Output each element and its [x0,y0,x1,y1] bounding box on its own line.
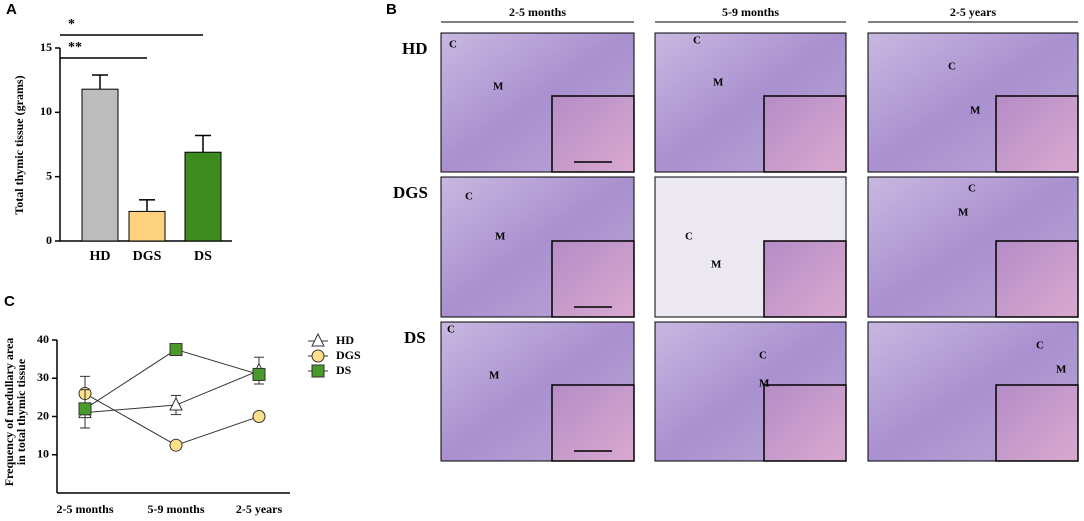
x-tick-label: DS [194,249,212,264]
significance-label: ** [68,40,82,55]
marker [78,402,92,416]
region-label: C [1036,340,1044,352]
inset [995,384,1079,462]
region-label: M [495,231,506,243]
marker [311,332,325,347]
region-label: C [685,231,693,243]
region-label: M [958,207,969,219]
region-label: C [968,183,976,195]
y-tick-label: 30 [37,370,49,384]
y-tick-label: 15 [40,40,52,54]
region-label: C [693,35,701,47]
y-tick-label: 10 [37,447,49,461]
panel-label: B [386,1,397,18]
marker [169,438,183,452]
bar [128,210,166,242]
inset [995,95,1079,173]
x-tick-label: 2-5 months [56,502,113,516]
region-label: M [713,77,724,89]
error-bar [92,74,108,90]
inset [551,95,635,173]
legend-label: HD [336,333,354,347]
y-tick-label: 0 [46,233,52,247]
column-header: 5-9 months [722,5,779,19]
bar [184,151,222,242]
series-line [84,393,260,446]
row-label: DGS [393,183,428,202]
y-axis-label: Frequency of medullary area [2,338,16,487]
marker [311,364,325,378]
column-header: 2-5 years [950,5,997,19]
y-tick-label: 5 [46,168,52,182]
inset [763,240,847,318]
region-label: M [759,378,770,390]
column-header: 2-5 months [509,5,566,19]
inset [763,384,847,462]
panel-label: C [4,293,15,310]
legend-label: DGS [336,348,361,362]
x-tick-label: 2-5 years [236,502,283,516]
region-label: C [447,324,455,336]
marker [169,396,183,411]
y-tick-label: 10 [40,104,52,118]
inset [995,240,1079,318]
error-bar [195,134,211,153]
region-label: M [711,259,722,271]
region-label: C [948,61,956,73]
y-tick-label: 20 [37,408,49,422]
region-label: C [449,39,457,51]
region-label: M [1056,364,1067,376]
region-label: C [759,350,767,362]
x-tick-label: HD [90,249,111,264]
row-label: DS [404,328,426,347]
error-bar [139,199,155,212]
bar [81,88,119,242]
region-label: C [465,191,473,203]
legend-label: DS [336,363,352,377]
y-axis-label: Total thymic tissue (grams) [12,75,26,214]
region-label: M [493,81,504,93]
marker [169,343,183,357]
y-axis-label: in total thymic tissue [14,358,28,465]
marker [311,349,325,363]
inset [551,240,635,318]
panel-label: A [6,1,17,18]
x-tick-label: DGS [133,249,162,264]
region-label: M [489,370,500,382]
region-label: M [970,105,981,117]
marker [252,367,266,381]
inset [763,95,847,173]
marker [252,410,266,423]
series-line [84,349,260,410]
y-tick-label: 40 [37,332,49,346]
row-label: HD [402,39,428,58]
x-tick-label: 5-9 months [147,502,204,516]
inset [551,384,635,462]
significance-label: * [68,17,75,32]
